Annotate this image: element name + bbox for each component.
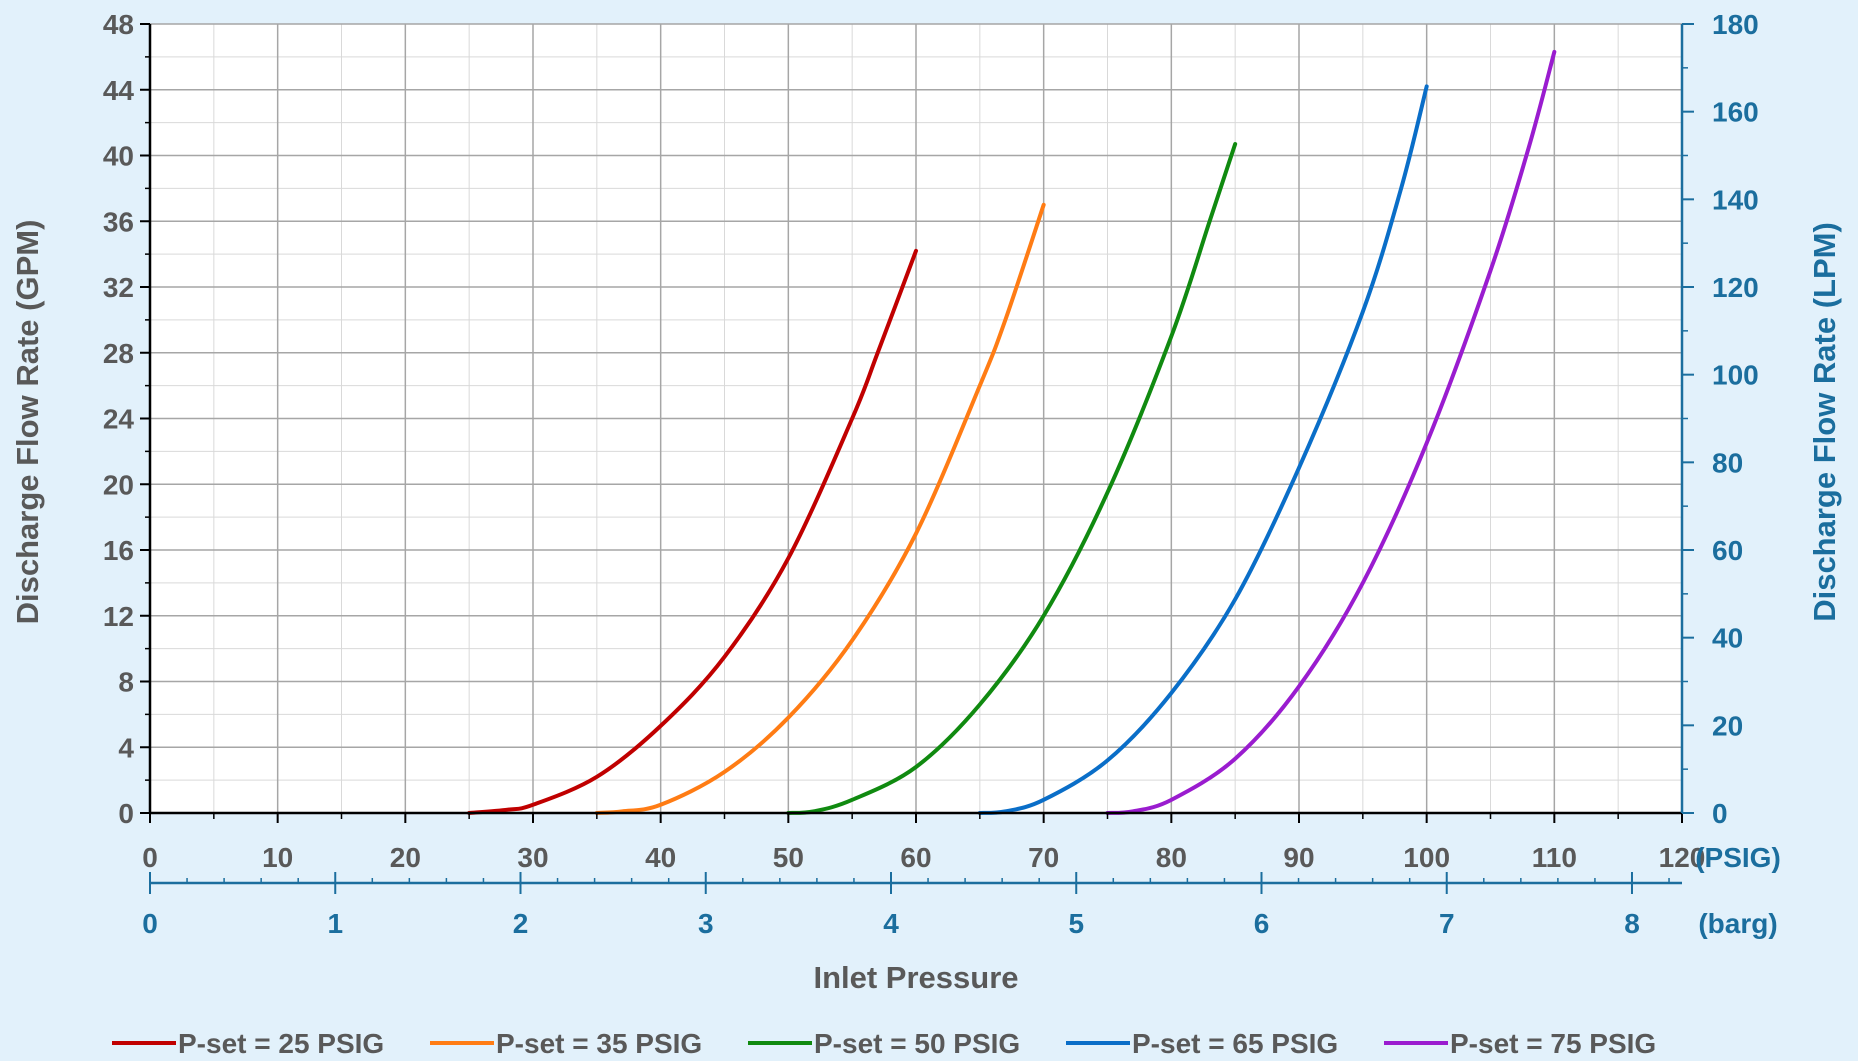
y-axis-title-left: Discharge Flow Rate (GPM) xyxy=(10,220,45,625)
x-tick-label: 10 xyxy=(262,842,293,873)
x2-tick-label: 0 xyxy=(142,908,158,939)
x-tick-label: 60 xyxy=(900,842,931,873)
x-tick-label: 30 xyxy=(517,842,548,873)
x-tick-label: 50 xyxy=(773,842,804,873)
x-tick-label: 70 xyxy=(1028,842,1059,873)
series-line-4 xyxy=(977,84,1429,815)
y2-tick-label: 180 xyxy=(1712,9,1759,40)
y2-tick-label: 60 xyxy=(1712,535,1743,566)
legend-label: P-set = 75 PSIG xyxy=(1450,1028,1656,1059)
y2-tick-label: 120 xyxy=(1712,272,1759,303)
legend: P-set = 25 PSIG P-set = 35 PSIG P-set = 50… xyxy=(112,1028,1656,1059)
series-line-1 xyxy=(467,248,918,815)
x2-tick-label: 4 xyxy=(883,908,899,939)
x-axis-unit-psig: (PSIG) xyxy=(1695,842,1781,873)
x2-tick-label: 1 xyxy=(327,908,343,939)
legend-item-3: P-set = 50 PSIG xyxy=(748,1028,1020,1059)
series-line-5 xyxy=(1105,49,1557,815)
x-tick-label: 110 xyxy=(1532,842,1577,873)
y2-tick-label: 100 xyxy=(1712,360,1759,391)
y2-tick-label: 160 xyxy=(1712,97,1759,128)
plot-grid xyxy=(149,23,1683,814)
axes xyxy=(140,23,1694,894)
legend-item-5: P-set = 75 PSIG xyxy=(1384,1028,1656,1059)
y-tick-label: 44 xyxy=(103,75,135,106)
legend-item-1: P-set = 25 PSIG xyxy=(112,1028,384,1059)
x-tick-label: 120 xyxy=(1659,842,1706,873)
x-axis-unit-barg: (barg) xyxy=(1698,908,1777,939)
y2-tick-label: 40 xyxy=(1712,623,1743,654)
y2-tick-label: 20 xyxy=(1712,710,1743,741)
x2-tick-label: 6 xyxy=(1254,908,1270,939)
x2-tick-label: 5 xyxy=(1068,908,1084,939)
y-tick-label: 32 xyxy=(103,272,134,303)
x-tick-label: 80 xyxy=(1156,842,1187,873)
y-axis-title-right: Discharge Flow Rate (LPM) xyxy=(1807,222,1842,622)
y-tick-label: 16 xyxy=(103,535,134,566)
y-tick-label: 0 xyxy=(118,798,134,829)
y-tick-label: 20 xyxy=(103,469,134,500)
y-tick-label: 4 xyxy=(118,732,134,763)
y2-tick-label: 0 xyxy=(1712,798,1728,829)
legend-item-2: P-set = 35 PSIG xyxy=(430,1028,702,1059)
x2-tick-label: 8 xyxy=(1624,908,1640,939)
x2-tick-label: 2 xyxy=(513,908,529,939)
x2-tick-label: 7 xyxy=(1439,908,1455,939)
y-tick-label: 36 xyxy=(103,206,134,237)
y-tick-label: 8 xyxy=(118,667,134,698)
y-tick-label: 12 xyxy=(103,601,134,632)
x-axis-title: Inlet Pressure xyxy=(813,960,1018,995)
legend-label: P-set = 25 PSIG xyxy=(178,1028,384,1059)
y-tick-label: 28 xyxy=(103,338,134,369)
series-line-2 xyxy=(594,202,1046,815)
legend-label: P-set = 35 PSIG xyxy=(496,1028,702,1059)
y-tick-label: 24 xyxy=(103,404,135,435)
y-tick-label: 48 xyxy=(103,9,134,40)
y2-tick-label: 80 xyxy=(1712,447,1743,478)
y-tick-label: 40 xyxy=(103,141,134,172)
tick-labels: 0481216202428323640444802040608010012014… xyxy=(103,9,1759,939)
legend-item-4: P-set = 65 PSIG xyxy=(1066,1028,1338,1059)
x2-tick-label: 3 xyxy=(698,908,714,939)
x-tick-label: 0 xyxy=(142,842,158,873)
x-tick-label: 20 xyxy=(390,842,421,873)
x-tick-label: 100 xyxy=(1403,842,1450,873)
x-tick-label: 90 xyxy=(1283,842,1314,873)
series-line-3 xyxy=(786,141,1238,815)
series-lines xyxy=(467,49,1557,815)
y2-tick-label: 140 xyxy=(1712,184,1759,215)
legend-label: P-set = 65 PSIG xyxy=(1132,1028,1338,1059)
x-tick-label: 40 xyxy=(645,842,676,873)
legend-label: P-set = 50 PSIG xyxy=(814,1028,1020,1059)
